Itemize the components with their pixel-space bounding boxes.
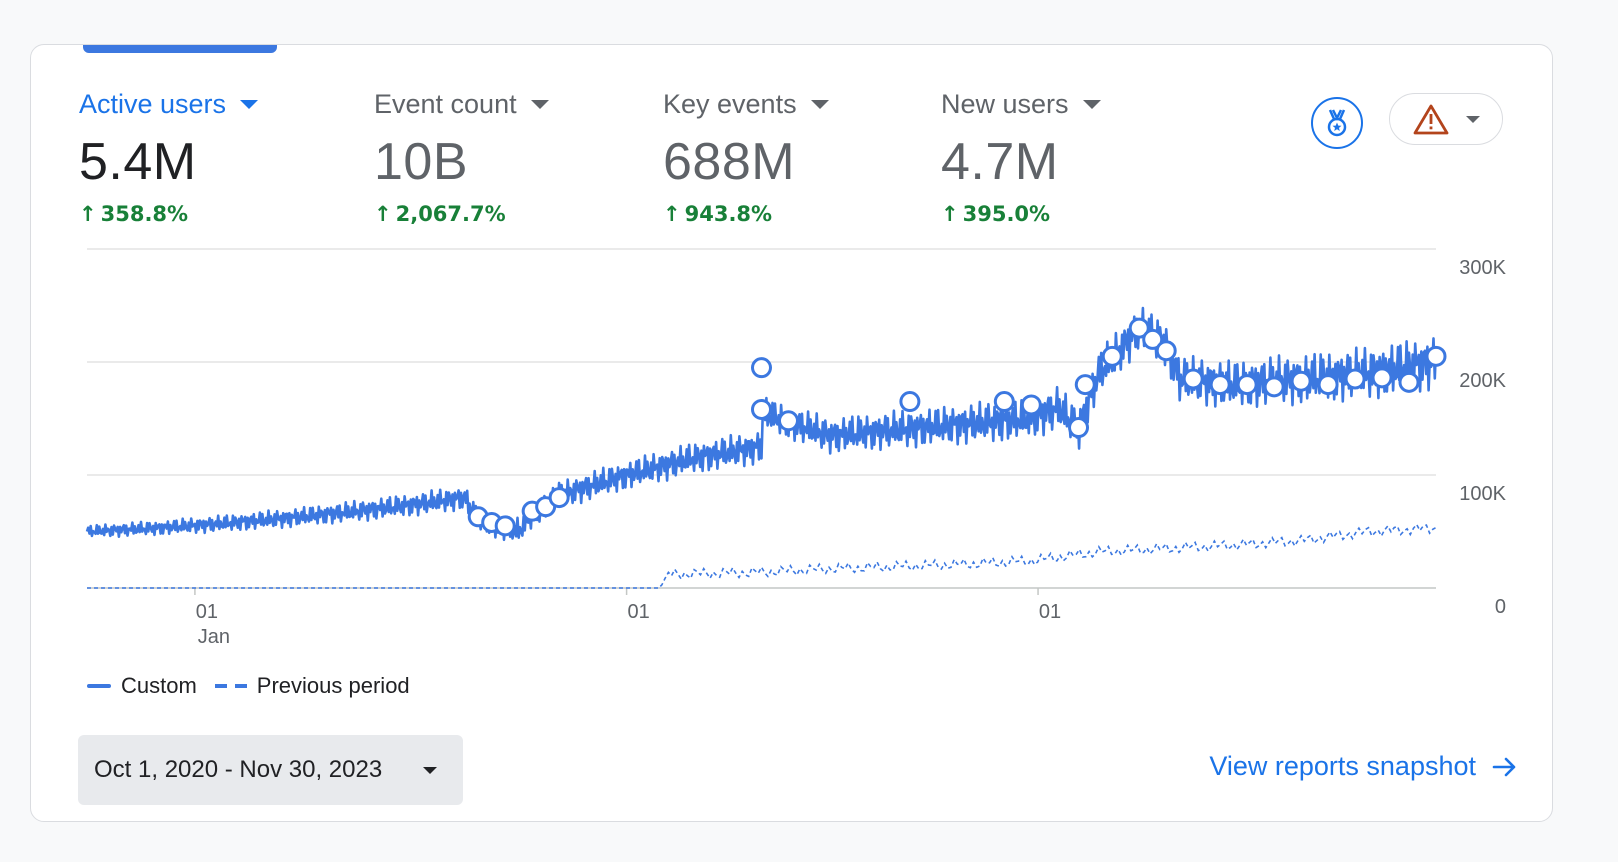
anomaly-marker xyxy=(1074,374,1096,396)
anomaly-marker xyxy=(494,515,516,537)
metric-change-value: 358.8% xyxy=(100,202,189,226)
arrow-up-icon: ↑ xyxy=(941,202,959,226)
y-tick-label: 300K xyxy=(1459,257,1506,279)
chart-legend: Custom Previous period xyxy=(87,673,410,699)
chevron-down-icon xyxy=(810,100,829,109)
insights-button[interactable] xyxy=(1311,97,1363,149)
anomaly-marker xyxy=(1155,340,1177,362)
chevron-down-icon xyxy=(1082,100,1101,109)
anomaly-alert-button[interactable] xyxy=(1389,93,1503,145)
anomaly-marker xyxy=(993,391,1015,413)
y-tick-label: 100K xyxy=(1459,483,1506,505)
solid-line-swatch xyxy=(87,684,111,688)
anomaly-marker xyxy=(1263,376,1285,398)
chevron-down-icon xyxy=(423,766,437,774)
warning-triangle-icon xyxy=(1413,104,1448,135)
anomaly-marker xyxy=(899,391,921,413)
legend-item-custom: Custom xyxy=(87,673,197,699)
arrow-up-icon: ↑ xyxy=(374,202,392,226)
metric-value: 10B xyxy=(374,133,469,191)
metric-change: ↑ 358.8% xyxy=(79,202,258,226)
date-range-picker[interactable]: Oct 1, 2020 - Nov 30, 2023 xyxy=(78,735,463,805)
chevron-down-icon xyxy=(530,100,549,109)
anomaly-marker xyxy=(1101,345,1123,367)
anomaly-marker xyxy=(1142,328,1164,350)
metric-change: ↑ 395.0% xyxy=(941,202,1101,226)
metric-label: Key events xyxy=(663,89,797,119)
chevron-down-icon xyxy=(240,100,259,109)
series-line-previous-period xyxy=(87,523,1437,589)
chevron-down-icon xyxy=(1465,115,1480,123)
metric-label: New users xyxy=(941,89,1069,119)
anomaly-marker xyxy=(548,487,570,509)
anomaly-marker xyxy=(1020,394,1042,416)
anomaly-marker xyxy=(1068,417,1090,439)
arrow-right-icon xyxy=(1492,757,1516,776)
anomaly-marker xyxy=(1398,371,1420,393)
x-tick-label: 01 xyxy=(627,601,649,623)
metric-change: ↑ 2,067.7% xyxy=(374,202,549,226)
active-tab-indicator xyxy=(83,45,277,53)
date-range-value: Oct 1, 2020 - Nov 30, 2023 xyxy=(94,756,383,783)
y-tick-label: 0 xyxy=(1495,596,1506,618)
view-reports-snapshot-link[interactable]: View reports snapshot xyxy=(1209,751,1518,782)
anomaly-marker xyxy=(1182,368,1204,390)
y-tick-label: 200K xyxy=(1459,370,1506,392)
legend-label: Custom xyxy=(121,673,197,698)
anomaly-marker xyxy=(1317,374,1339,396)
anomaly-marker xyxy=(1236,374,1258,396)
link-label: View reports snapshot xyxy=(1209,751,1476,781)
metric-label: Active users xyxy=(79,89,227,119)
legend-item-previous-period: Previous period xyxy=(214,673,410,699)
x-tick-sublabel: Jan xyxy=(198,626,230,648)
anomaly-marker xyxy=(777,410,799,432)
anomaly-marker xyxy=(1209,374,1231,396)
medal-badge-icon xyxy=(1327,109,1347,137)
anomaly-marker xyxy=(1344,368,1366,390)
metric-value: 5.4M xyxy=(79,133,197,191)
arrow-up-icon: ↑ xyxy=(663,202,681,226)
anomaly-marker xyxy=(1290,370,1312,392)
metric-value: 688M xyxy=(663,133,796,191)
dashed-line-swatch xyxy=(214,684,247,688)
line-chart: 300K 200K 100K 0 01 Jan 01 01 xyxy=(85,248,1507,648)
legend-label: Previous period xyxy=(256,673,410,698)
anomaly-marker xyxy=(751,357,772,379)
metric-change: ↑ 943.8% xyxy=(663,202,829,226)
anomaly-marker xyxy=(1371,367,1393,389)
anomaly-marker xyxy=(1128,317,1150,339)
metric-value: 4.7M xyxy=(941,133,1059,191)
metric-label: Event count xyxy=(374,89,517,119)
metric-change-value: 943.8% xyxy=(684,202,773,226)
metric-change-value: 2,067.7% xyxy=(395,202,506,226)
x-tick-label: 01 xyxy=(196,601,218,623)
anomaly-marker xyxy=(751,398,772,420)
x-tick-label: 01 xyxy=(1039,601,1061,623)
metric-change-value: 395.0% xyxy=(962,202,1051,226)
metric-new-users[interactable]: New users 4.7M ↑ 395.0% xyxy=(941,89,1101,226)
metric-active-users[interactable]: Active users 5.4M ↑ 358.8% xyxy=(79,89,259,226)
arrow-up-icon: ↑ xyxy=(79,202,97,226)
metric-key-events[interactable]: Key events 688M ↑ 943.8% xyxy=(663,89,829,226)
anomaly-marker xyxy=(1425,345,1447,367)
metric-event-count[interactable]: Event count 10B ↑ 2,067.7% xyxy=(374,89,549,226)
overview-card: Active users 5.4M ↑ 358.8% Event count 10… xyxy=(30,44,1553,822)
series-line-custom xyxy=(85,306,1438,542)
